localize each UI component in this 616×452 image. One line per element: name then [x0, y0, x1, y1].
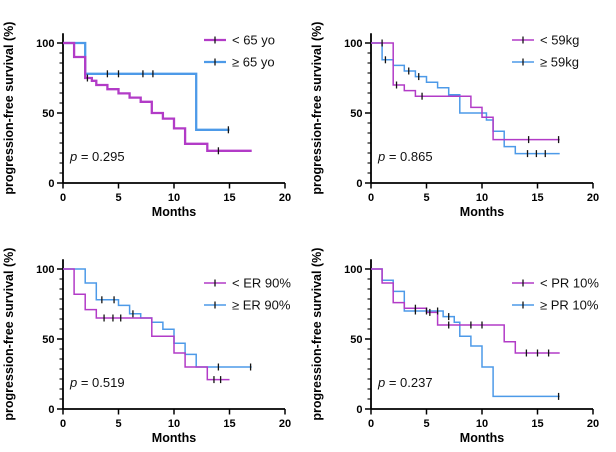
- x-tick-label: 10: [168, 192, 180, 204]
- legend-label: ≥ 65 yo: [232, 55, 275, 70]
- x-tick-label: 20: [279, 418, 291, 430]
- km-chart-svg: 0 50 100 0 5 10 15 20 Months progression-free sur…: [310, 22, 599, 219]
- legend-label: ≥ PR 10%: [540, 298, 599, 313]
- legend-label: < ER 90%: [232, 276, 291, 291]
- x-axis-label: Months: [460, 205, 504, 219]
- x-tick-label: 5: [115, 418, 121, 430]
- y-tick-label: 100: [344, 264, 362, 276]
- x-tick-label: 5: [423, 192, 429, 204]
- x-tick-label: 10: [168, 418, 180, 430]
- km-panel-weight: 0 50 100 0 5 10 15 20 Months progression-free sur…: [308, 0, 616, 226]
- x-tick-label: 20: [587, 192, 599, 204]
- survival-curve: [63, 268, 230, 381]
- censor-ticks: [86, 70, 230, 155]
- y-tick-label: 50: [350, 334, 362, 346]
- censor-ticks: [414, 304, 560, 400]
- x-tick-label: 0: [368, 418, 374, 430]
- y-minor-ticks: [367, 52, 371, 174]
- survival-curve: [63, 41, 252, 152]
- x-tick-label: 20: [279, 192, 291, 204]
- legend-label: < PR 10%: [540, 276, 599, 291]
- x-tick-label: 5: [423, 418, 429, 430]
- x-axis-label: Months: [152, 205, 196, 219]
- legend-label: ≥ 59kg: [540, 55, 579, 70]
- x-tick-label: 20: [587, 418, 599, 430]
- survival-curve: [371, 268, 560, 398]
- y-axis-label: progression-free survival (%): [2, 22, 16, 195]
- km-panel-age: 0 50 100 0 5 10 15 20 Months progression-free sur…: [0, 0, 308, 226]
- censor-ticks: [101, 296, 252, 384]
- survival-curve: [63, 41, 230, 131]
- p-value-label: p = 0.295: [69, 149, 125, 164]
- y-tick-label: 100: [344, 38, 362, 50]
- y-axis-label: progression-free survival (%): [310, 248, 324, 421]
- x-tick-label: 15: [531, 418, 543, 430]
- x-axis-label: Months: [152, 431, 196, 445]
- x-tick-label: 0: [60, 418, 66, 430]
- y-minor-ticks: [59, 52, 63, 174]
- censor-ticks: [381, 39, 560, 158]
- x-tick-label: 15: [223, 418, 235, 430]
- y-axis-label: progression-free survival (%): [310, 22, 324, 195]
- x-tick-label: 0: [368, 192, 374, 204]
- km-chart-svg: 0 50 100 0 5 10 15 20 Months progression-free sur…: [310, 248, 599, 445]
- y-tick-label: 0: [48, 404, 54, 416]
- survival-curve: [371, 42, 560, 141]
- survival-curve: [371, 42, 560, 155]
- y-tick-label: 50: [350, 108, 362, 120]
- legend-label: ≥ ER 90%: [232, 298, 291, 313]
- y-tick-label: 0: [356, 404, 362, 416]
- legend-label: < 59kg: [540, 33, 579, 48]
- km-chart-svg: 0 50 100 0 5 10 15 20 Months progression-free sur…: [2, 248, 291, 445]
- y-tick-label: 0: [48, 178, 54, 190]
- x-tick-label: 0: [60, 192, 66, 204]
- y-tick-label: 50: [42, 334, 54, 346]
- p-value-label: p = 0.519: [69, 375, 125, 390]
- x-tick-label: 5: [115, 192, 121, 204]
- y-axis-label: progression-free survival (%): [2, 248, 16, 421]
- survival-curve: [371, 268, 560, 354]
- legend-label: < 65 yo: [232, 33, 275, 48]
- x-tick-label: 10: [476, 418, 488, 430]
- y-tick-label: 0: [356, 178, 362, 190]
- km-chart-svg: 0 50 100 0 5 10 15 20 Months progression-free sur…: [2, 22, 291, 219]
- y-tick-label: 50: [42, 108, 54, 120]
- km-panel-er: 0 50 100 0 5 10 15 20 Months progression-free sur…: [0, 226, 308, 452]
- y-minor-ticks: [367, 278, 371, 400]
- x-tick-label: 15: [531, 192, 543, 204]
- x-tick-label: 15: [223, 192, 235, 204]
- km-panel-pr: 0 50 100 0 5 10 15 20 Months progression-free sur…: [308, 226, 616, 452]
- x-tick-label: 10: [476, 192, 488, 204]
- y-tick-label: 100: [36, 264, 54, 276]
- p-value-label: p = 0.237: [377, 375, 433, 390]
- y-tick-label: 100: [36, 38, 54, 50]
- y-minor-ticks: [59, 278, 63, 400]
- p-value-label: p = 0.865: [377, 149, 433, 164]
- x-axis-label: Months: [460, 431, 504, 445]
